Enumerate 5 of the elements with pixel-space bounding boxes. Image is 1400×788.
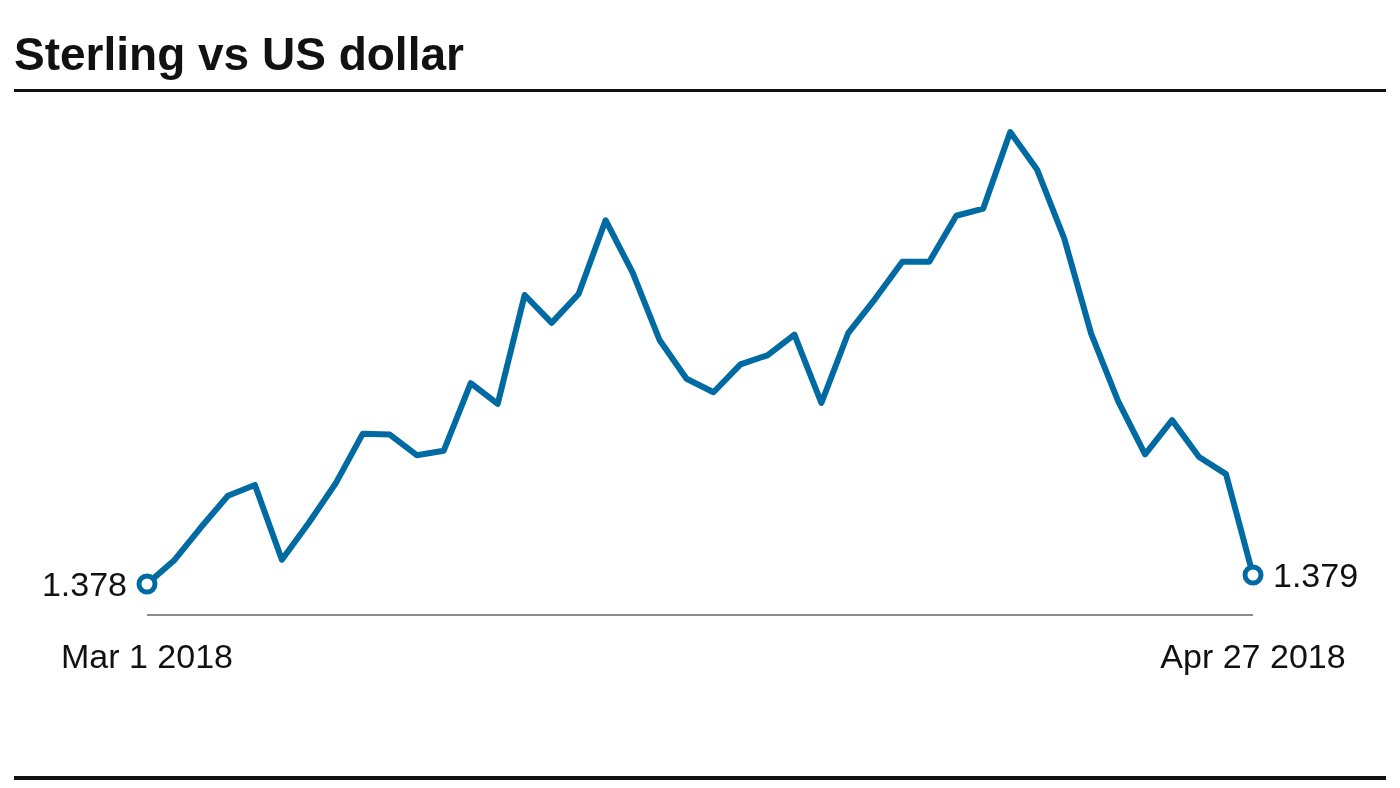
x-tick-label: Apr 27 2018: [1160, 637, 1346, 675]
data-label: 1.378: [41, 564, 127, 603]
chart-title: Sterling vs US dollar: [14, 28, 464, 80]
data-label: 1.379: [1273, 555, 1359, 594]
x-tick-label: Mar 1 2018: [61, 637, 233, 675]
